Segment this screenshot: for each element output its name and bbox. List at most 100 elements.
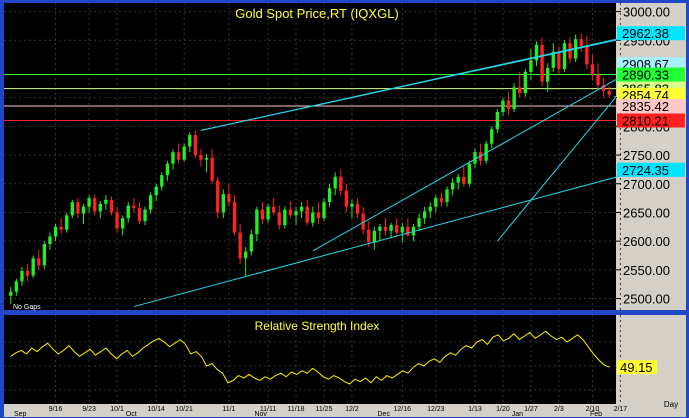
price-tag-bg bbox=[617, 99, 685, 114]
month-label: Sep bbox=[14, 411, 27, 418]
month-label: Feb bbox=[590, 411, 602, 418]
candle-body bbox=[232, 202, 237, 233]
date-tick-label: 11/1 bbox=[222, 406, 235, 413]
price-panel[interactable] bbox=[4, 3, 616, 310]
candle-body bbox=[299, 206, 304, 212]
date-tick-label: 11/11 bbox=[260, 406, 277, 413]
candle-body bbox=[327, 188, 332, 203]
date-tick-label: 12/2 bbox=[345, 406, 359, 413]
date-tick-label: 10/1 bbox=[110, 406, 124, 413]
date-tick-label: 10/14 bbox=[147, 406, 165, 413]
candle-body bbox=[65, 215, 69, 230]
candle-body bbox=[601, 85, 606, 91]
candle-body bbox=[14, 281, 19, 292]
candle-body bbox=[551, 51, 555, 68]
candle-body bbox=[9, 291, 13, 296]
trend-line bbox=[312, 63, 644, 252]
candle-body bbox=[221, 194, 225, 213]
price-tag-label: 2810.21 bbox=[622, 114, 669, 129]
date-tick-label: 11/18 bbox=[288, 406, 305, 413]
candle-body bbox=[546, 67, 550, 82]
candle-body bbox=[339, 176, 343, 191]
candle-body bbox=[568, 43, 572, 59]
candle-body bbox=[260, 209, 265, 220]
price-tag-label: 2962.38 bbox=[622, 26, 669, 41]
candle-body bbox=[227, 194, 231, 203]
candle-body bbox=[361, 213, 365, 230]
candle-body bbox=[98, 203, 102, 212]
candle-body bbox=[31, 258, 35, 276]
rsi-panel[interactable] bbox=[4, 315, 616, 404]
candle-body bbox=[255, 209, 259, 235]
candle-body bbox=[76, 202, 80, 214]
price-tick-labels: 3000.002950.002850.002800.002750.002700.… bbox=[616, 5, 670, 307]
date-tick-label: 9/16 bbox=[49, 406, 63, 413]
price-tag-bg bbox=[617, 113, 685, 128]
candle-body bbox=[490, 129, 494, 144]
candle-body bbox=[378, 226, 382, 231]
price-tick-label: 2500.00 bbox=[623, 292, 670, 307]
candle-body bbox=[109, 199, 114, 213]
candle-body bbox=[294, 211, 298, 216]
price-tag-bg bbox=[617, 67, 685, 82]
date-tick-label: 9/23 bbox=[82, 406, 96, 413]
candle-body bbox=[59, 226, 63, 230]
candle-body bbox=[316, 212, 321, 219]
price-tag-label: 2724.35 bbox=[622, 163, 669, 178]
candle-body bbox=[305, 206, 309, 223]
candle-body bbox=[445, 189, 449, 203]
candle-body bbox=[48, 236, 52, 245]
month-label: Jan bbox=[512, 411, 523, 418]
rsi-series bbox=[10, 330, 610, 385]
candle-body bbox=[171, 152, 175, 164]
candlesticks bbox=[9, 33, 611, 305]
time-axis bbox=[4, 404, 616, 417]
candle-body bbox=[115, 212, 119, 229]
candle-body bbox=[216, 180, 220, 213]
date-tick-label: 12/23 bbox=[427, 406, 445, 413]
candle-body bbox=[25, 270, 30, 276]
candle-body bbox=[87, 198, 91, 207]
price-grid bbox=[4, 3, 621, 310]
date-tick-label: 2/10 bbox=[586, 406, 600, 413]
candle-body bbox=[523, 71, 527, 94]
candle-body bbox=[562, 43, 567, 69]
price-tag-label: 2835.42 bbox=[622, 99, 669, 114]
candle-body bbox=[540, 44, 544, 82]
date-tick-label: 1/13 bbox=[468, 406, 482, 413]
price-tick-label: 2700.00 bbox=[623, 177, 670, 192]
candle-body bbox=[590, 64, 595, 75]
candle-body bbox=[182, 146, 186, 160]
price-tag-bg bbox=[617, 162, 685, 177]
rsi-last-value-tag: 49.15 bbox=[617, 360, 657, 375]
price-tick-label: 2750.00 bbox=[623, 148, 670, 163]
candle-body bbox=[495, 112, 500, 130]
candle-body bbox=[53, 226, 58, 237]
price-tick-label: 2650.00 bbox=[623, 205, 670, 220]
candle-body bbox=[518, 87, 522, 94]
candle-body bbox=[501, 100, 505, 113]
candle-body bbox=[355, 203, 360, 214]
price-tick-label: 2550.00 bbox=[623, 263, 670, 278]
price-tag-label: 2890.33 bbox=[622, 68, 669, 83]
candle-body bbox=[400, 226, 404, 233]
candle-body bbox=[367, 229, 371, 243]
candle-body bbox=[383, 226, 388, 231]
candle-body bbox=[579, 39, 583, 47]
last-price-arrow: → bbox=[612, 91, 620, 100]
candle-body bbox=[165, 163, 170, 176]
candle-body bbox=[132, 205, 136, 208]
candle-body bbox=[277, 212, 281, 226]
price-tag-bg bbox=[617, 57, 685, 72]
candle-body bbox=[473, 152, 477, 164]
candle-body bbox=[456, 176, 460, 183]
date-tick-label: 10/21 bbox=[175, 406, 193, 413]
candle-body bbox=[148, 195, 153, 210]
price-level-tags: 2962.382908.672890.332865.832854.742835.… bbox=[617, 26, 685, 178]
date-tick-label: 12/16 bbox=[394, 406, 412, 413]
rsi-tag-bg bbox=[617, 360, 657, 375]
candle-body bbox=[450, 182, 455, 190]
no-gaps-note: No Gaps bbox=[13, 304, 41, 311]
candle-body bbox=[406, 226, 410, 236]
